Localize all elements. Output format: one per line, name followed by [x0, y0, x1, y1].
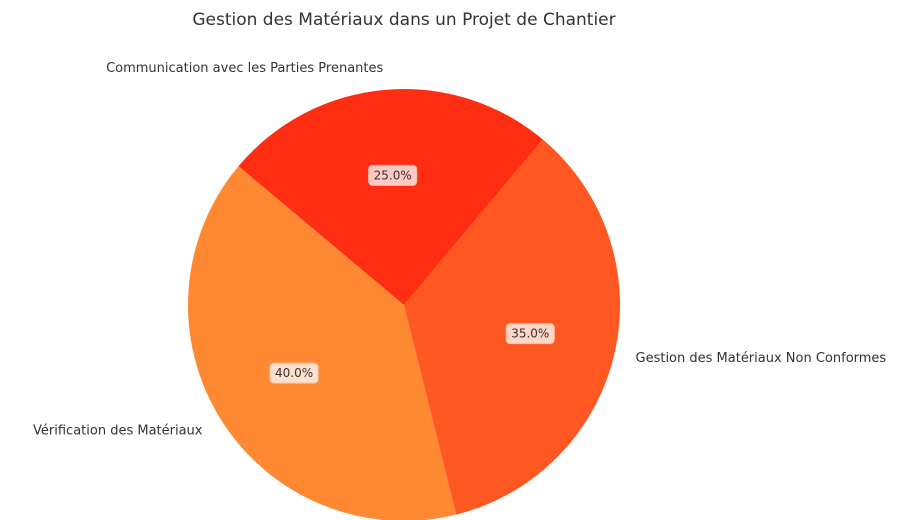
category-label: Gestion des Matériaux Non Conformes	[636, 351, 887, 366]
value-label-box	[269, 362, 319, 384]
value-label: 25.0%	[374, 168, 412, 182]
category-label: Communication avec les Parties Prenantes	[106, 61, 383, 76]
value-label: 40.0%	[275, 366, 313, 380]
value-label-box	[505, 323, 555, 345]
pie-slice	[238, 89, 543, 306]
pie-slice	[188, 166, 457, 520]
category-label: Vérification des Matériaux	[33, 423, 203, 438]
chart-title: Gestion des Matériaux dans un Projet de …	[192, 10, 615, 30]
value-label: 35.0%	[511, 327, 549, 341]
value-label-box	[368, 164, 418, 186]
